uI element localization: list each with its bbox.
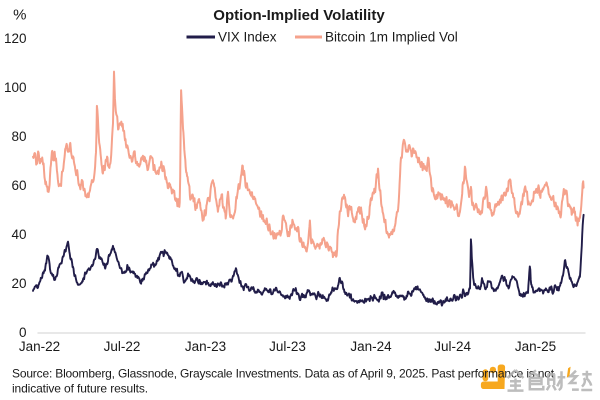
svg-text:%: % bbox=[13, 7, 26, 24]
svg-text:Jan-25: Jan-25 bbox=[515, 339, 556, 354]
svg-text:Bitcoin 1m Implied Vol: Bitcoin 1m Implied Vol bbox=[325, 30, 458, 45]
svg-text:indicative of future results.: indicative of future results. bbox=[12, 382, 148, 396]
svg-text:0: 0 bbox=[19, 325, 27, 340]
svg-text:VIX Index: VIX Index bbox=[218, 30, 277, 45]
svg-text:Source: Bloomberg, Glassnode,: Source: Bloomberg, Glassnode, Grayscale … bbox=[12, 367, 555, 381]
svg-text:Jul-24: Jul-24 bbox=[434, 339, 471, 354]
svg-text:40: 40 bbox=[11, 227, 26, 242]
svg-text:60: 60 bbox=[11, 178, 26, 193]
svg-text:Jan-24: Jan-24 bbox=[350, 339, 392, 354]
svg-text:Jul-23: Jul-23 bbox=[269, 339, 306, 354]
svg-text:Jan-22: Jan-22 bbox=[19, 339, 60, 354]
svg-text:Option-Implied Volatility: Option-Implied Volatility bbox=[213, 7, 385, 24]
svg-text:100: 100 bbox=[4, 80, 27, 95]
svg-text:80: 80 bbox=[11, 129, 26, 144]
svg-text:20: 20 bbox=[11, 276, 26, 291]
svg-text:Jan-23: Jan-23 bbox=[185, 339, 226, 354]
svg-text:Jul-22: Jul-22 bbox=[104, 339, 141, 354]
svg-text:120: 120 bbox=[4, 31, 27, 46]
